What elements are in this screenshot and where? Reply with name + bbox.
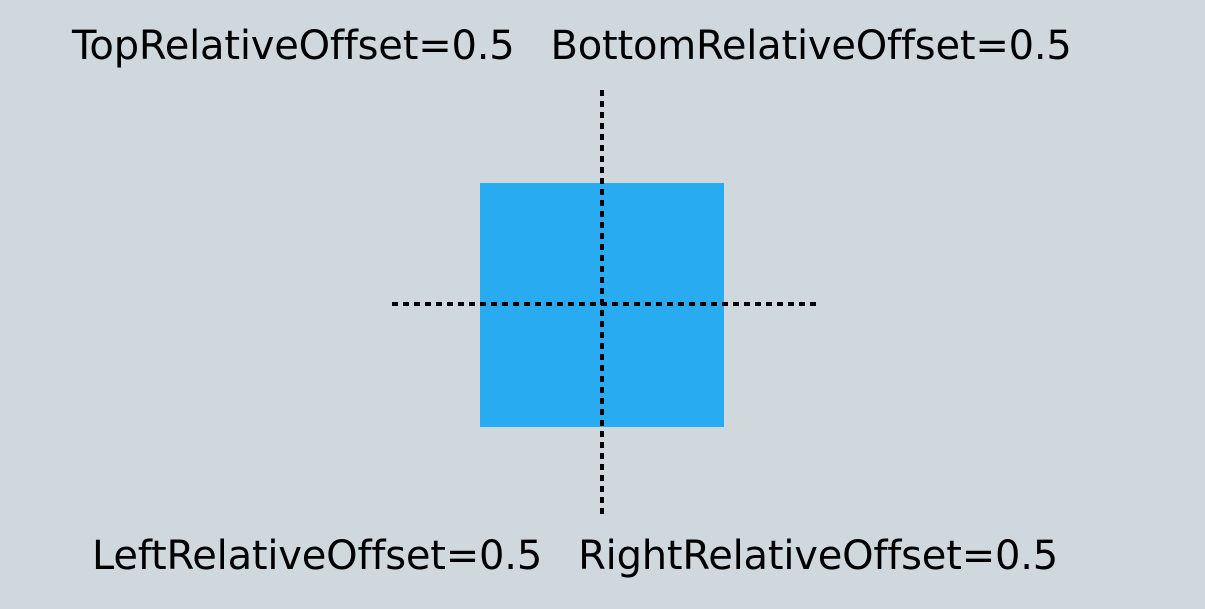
right-relative-offset-label: RightRelativeOffset=0.5	[578, 533, 1059, 579]
top-offset-labels: TopRelativeOffset=0.5 BottomRelativeOffse…	[72, 26, 1072, 66]
horizontal-dashed-guide-line	[392, 302, 816, 306]
bottom-relative-offset-label: BottomRelativeOffset=0.5	[550, 23, 1072, 69]
bottom-offset-labels: LeftRelativeOffset=0.5 RightRelativeOffse…	[92, 536, 1058, 576]
top-relative-offset-label: TopRelativeOffset=0.5	[72, 23, 515, 69]
left-relative-offset-label: LeftRelativeOffset=0.5	[92, 533, 543, 579]
